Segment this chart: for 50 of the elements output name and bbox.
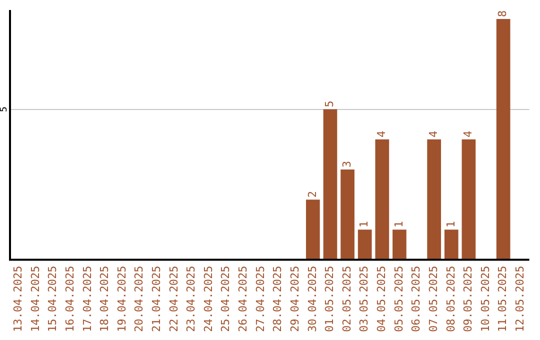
bar [306,200,320,260]
x-tick-label: 13.04.2025 [12,266,25,332]
x-tick-label: 10.05.2025 [478,266,492,332]
bar [340,169,354,260]
x-tick-label: 24.04.2025 [202,266,215,332]
x-tick-label: 26.04.2025 [236,266,250,332]
x-tick-label: 15.04.2025 [46,266,60,332]
data-label: 1 [358,221,371,228]
x-tick-label: 07.05.2025 [426,266,440,332]
data-label: 4 [426,130,440,138]
bar [496,19,510,260]
x-tick-label: 22.04.2025 [167,266,180,332]
data-label: 4 [375,130,388,138]
bar [358,230,372,260]
x-tick-label: 01.05.2025 [323,266,336,332]
x-tick-label: 11.05.2025 [496,266,510,332]
x-tick-label: 02.05.2025 [340,266,354,332]
data-label: 3 [340,160,354,168]
bar [392,230,406,260]
bar [462,139,476,260]
x-tick-label: 08.05.2025 [444,266,458,332]
x-tick-label: 25.04.2025 [219,266,232,332]
bar [375,139,390,260]
x-tick-label: 29.04.2025 [288,266,302,332]
data-label: 8 [496,10,510,18]
x-tick-label: 05.05.2025 [392,266,406,332]
bar [323,109,338,260]
data-label: 1 [444,221,458,228]
x-tick-label: 28.04.2025 [271,266,284,332]
x-tick-label: 20.04.2025 [132,266,146,332]
x-tick-label: 16.04.2025 [63,266,76,332]
data-label: 1 [392,221,406,228]
x-tick-label: 12.05.2025 [513,266,526,332]
x-tick-label: 21.04.2025 [150,266,163,332]
data-label: 2 [306,190,319,198]
bar [444,230,458,260]
x-tick-label: 03.05.2025 [358,266,371,332]
x-tick-label: 19.04.2025 [115,266,128,332]
bar [427,139,442,260]
x-tick-label: 17.04.2025 [80,266,94,332]
x-tick-label: 09.05.2025 [462,266,475,332]
data-label: 4 [462,130,475,138]
x-tick-label: 14.04.2025 [28,266,42,332]
x-tick-label: 23.04.2025 [184,266,198,332]
x-tick-label: 30.04.2025 [306,266,319,332]
x-tick-label: 04.05.2025 [375,266,388,332]
x-tick-label: 18.04.2025 [98,266,112,332]
x-tick-label: 06.05.2025 [410,266,423,332]
data-label: 5 [323,100,336,108]
x-tick-label: 27.04.2025 [254,266,267,332]
